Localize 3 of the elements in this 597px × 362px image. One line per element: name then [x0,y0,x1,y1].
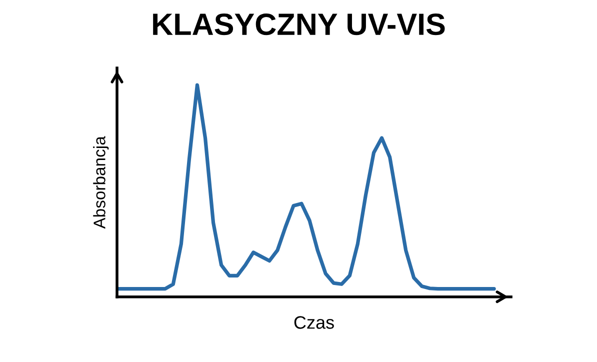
chart-title: KLASYCZNY UV-VIS [153,13,445,36]
y-axis-title: Absorbancja [93,136,109,229]
x-axis-title: Czas [294,316,334,329]
